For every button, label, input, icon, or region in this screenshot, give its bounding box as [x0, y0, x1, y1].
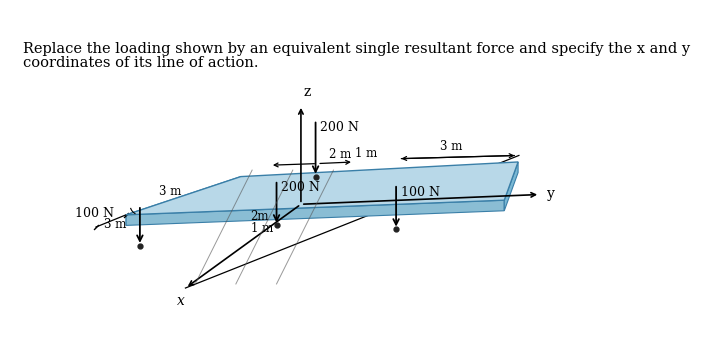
Text: Replace the loading shown by an equivalent single resultant force and specify th: Replace the loading shown by an equivale… [23, 42, 690, 56]
Text: y: y [546, 188, 554, 202]
Text: 200 N: 200 N [320, 121, 359, 134]
Text: z: z [304, 85, 311, 99]
Text: x: x [177, 294, 185, 308]
Text: coordinates of its line of action.: coordinates of its line of action. [23, 56, 258, 70]
Text: 1 m: 1 m [251, 222, 273, 235]
Text: 1 m: 1 m [355, 147, 377, 160]
Text: 3 m: 3 m [440, 140, 462, 153]
Text: 100 N: 100 N [75, 207, 114, 220]
Polygon shape [126, 177, 241, 225]
Text: 100 N: 100 N [401, 187, 440, 199]
Polygon shape [504, 162, 518, 211]
Text: 2m: 2m [251, 210, 269, 223]
Polygon shape [126, 200, 504, 225]
Polygon shape [126, 162, 518, 215]
Text: 200 N: 200 N [281, 181, 320, 194]
Text: 2 m: 2 m [330, 148, 352, 161]
Text: 3 m: 3 m [104, 218, 126, 231]
Text: 3 m: 3 m [159, 185, 181, 198]
